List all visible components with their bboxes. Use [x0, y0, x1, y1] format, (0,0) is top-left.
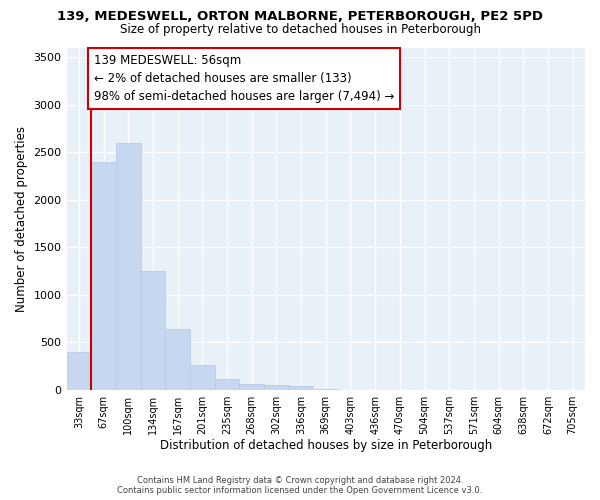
Bar	[289, 386, 313, 390]
Bar	[116, 142, 140, 390]
Text: 139 MEDESWELL: 56sqm
← 2% of detached houses are smaller (133)
98% of semi-detac: 139 MEDESWELL: 56sqm ← 2% of detached ho…	[94, 54, 394, 103]
Bar	[140, 271, 165, 390]
Bar	[215, 380, 239, 390]
Bar	[91, 162, 116, 390]
Text: Contains HM Land Registry data © Crown copyright and database right 2024.
Contai: Contains HM Land Registry data © Crown c…	[118, 476, 482, 495]
Bar	[165, 329, 190, 390]
Bar	[67, 352, 91, 390]
Bar	[190, 365, 215, 390]
Text: 139, MEDESWELL, ORTON MALBORNE, PETERBOROUGH, PE2 5PD: 139, MEDESWELL, ORTON MALBORNE, PETERBOR…	[57, 10, 543, 23]
Y-axis label: Number of detached properties: Number of detached properties	[15, 126, 28, 312]
X-axis label: Distribution of detached houses by size in Peterborough: Distribution of detached houses by size …	[160, 440, 492, 452]
Bar	[239, 384, 264, 390]
Bar	[264, 385, 289, 390]
Text: Size of property relative to detached houses in Peterborough: Size of property relative to detached ho…	[119, 22, 481, 36]
